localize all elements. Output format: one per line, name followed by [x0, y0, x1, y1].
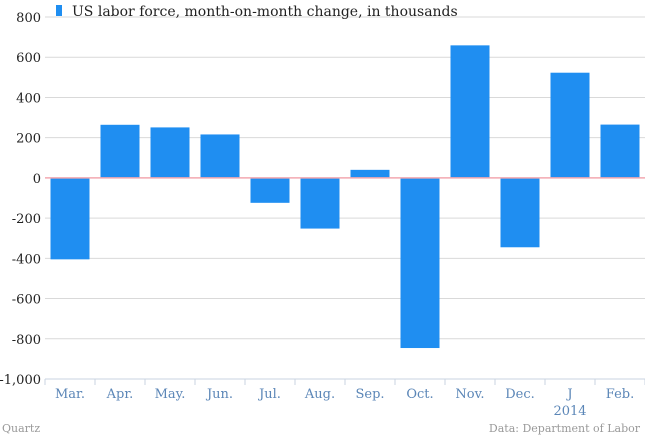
bar-jun [200, 134, 240, 178]
bar-oct [400, 177, 440, 349]
x-axis-tick-labels: Mar. Apr. May. Jun. Jul. Aug. Sep. Oct. Nov. Dec.… [44, 379, 645, 419]
y-tick-label: 400 [16, 91, 41, 106]
bar-nov [450, 45, 490, 178]
x-tick-label: Jul. [257, 387, 281, 402]
x-tick-label: J [565, 387, 572, 402]
y-tick-label: 600 [16, 51, 41, 66]
legend: US labor force, month-on-month change, i… [56, 4, 458, 20]
x-tick-label: Mar. [55, 387, 85, 402]
y-tick-label: 0 [33, 172, 41, 187]
y-tick-label: -1,000 [0, 373, 41, 388]
footer-credit: Data: Department of Labor [489, 422, 641, 435]
x-tick-sublabel: 2014 [553, 404, 586, 419]
x-tick-label: Dec. [505, 387, 535, 402]
legend-swatch [56, 5, 62, 16]
y-tick-label: -600 [12, 293, 41, 308]
bar-jul [250, 177, 290, 203]
y-tick-label: -200 [12, 212, 41, 227]
bar-may [150, 127, 190, 178]
y-tick-label: 200 [16, 132, 41, 147]
x-tick-label: May. [155, 387, 186, 402]
x-tick-label: Oct. [406, 387, 433, 402]
bar-feb [600, 124, 640, 178]
x-tick-label: Apr. [106, 387, 134, 402]
bars [50, 45, 640, 349]
y-axis-tick-labels: 800 600 400 200 0 -200 -400 -600 -800 -1,000 [0, 11, 41, 388]
bar-sep [350, 169, 390, 178]
y-tick-label: 800 [16, 11, 41, 26]
x-tick-label: Jun. [205, 387, 233, 402]
x-tick-label: Nov. [455, 387, 484, 402]
x-tick-label: Aug. [304, 387, 335, 402]
bar-aug [300, 177, 340, 229]
bar-apr [100, 124, 140, 178]
legend-label: US labor force, month-on-month change, i… [72, 4, 458, 20]
x-tick-label: Feb. [606, 387, 634, 402]
grid-lines [45, 16, 645, 380]
y-tick-label: -800 [12, 333, 41, 348]
bar-mar [50, 177, 90, 260]
x-tick-label: Sep. [355, 387, 384, 402]
footer-source: Quartz [2, 422, 40, 435]
y-tick-label: -400 [12, 252, 41, 267]
bar-dec [500, 177, 540, 248]
bar-j [550, 72, 590, 178]
